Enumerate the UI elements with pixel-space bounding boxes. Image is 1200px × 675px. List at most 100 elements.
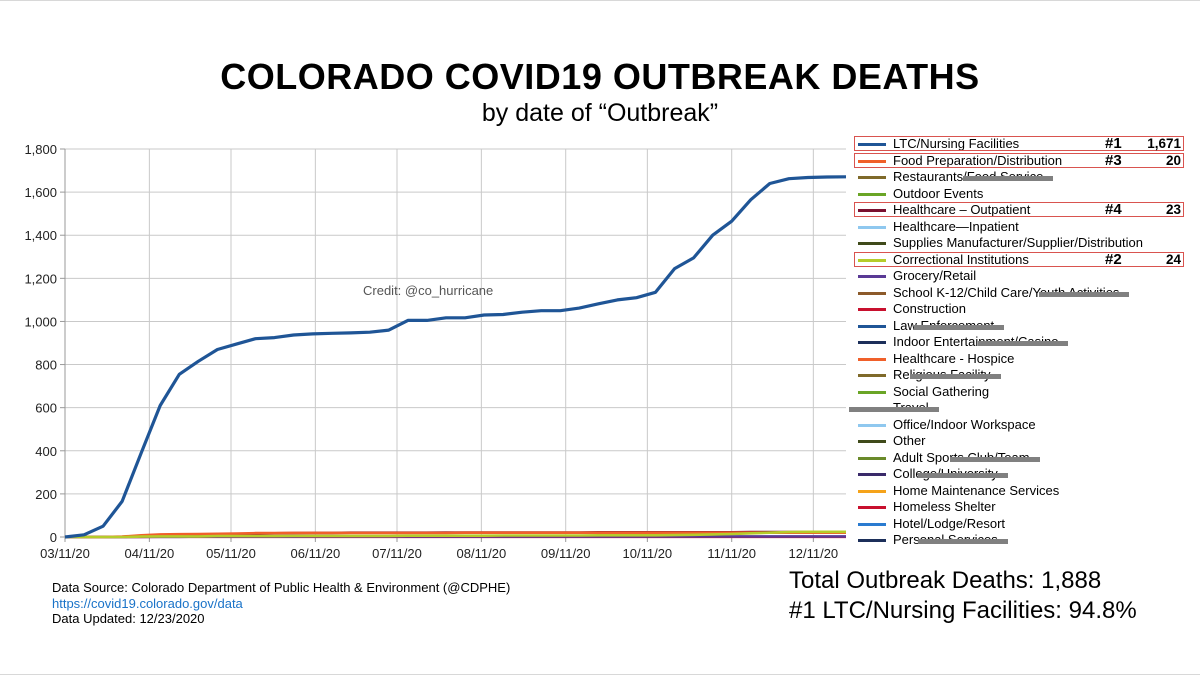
data-source-block: Data Source: Colorado Department of Publ…	[52, 580, 510, 627]
legend-item: Home Maintenance Services	[855, 483, 1185, 500]
legend-item: College/University	[855, 466, 1185, 483]
legend-highlight-box	[854, 136, 1184, 151]
total-deaths: Total Outbreak Deaths: 1,888	[789, 567, 1102, 594]
legend-label: Home Maintenance Services	[893, 482, 1060, 498]
legend-rank: #2	[1105, 250, 1122, 268]
y-tick-label: 1,200	[24, 271, 57, 286]
legend-count: 23	[1165, 202, 1181, 217]
legend-item: Construction	[855, 301, 1185, 318]
chart-series	[64, 175, 847, 539]
y-tick-label: 1,600	[24, 185, 57, 200]
x-tick-label: 12/11/20	[789, 546, 839, 561]
y-tick-label: 1,000	[24, 314, 57, 329]
x-tick-label: 10/11/20	[623, 546, 673, 561]
data-source-link[interactable]: https://covid19.colorado.gov/data	[52, 595, 243, 611]
legend-item: Healthcare – Outpatient #4 23	[854, 201, 1185, 219]
legend-swatch	[858, 539, 886, 542]
legend-swatch	[858, 473, 886, 476]
legend-item: Law Enforcement	[855, 318, 1185, 335]
legend-item: Supplies Manufacturer/Supplier/Distribut…	[855, 235, 1185, 252]
legend-count: 24	[1165, 251, 1181, 267]
legend-label: Food Preparation/Distribution	[893, 152, 1063, 168]
legend-label: Other	[893, 433, 926, 448]
legend-item: Office/Indoor Workspace	[855, 417, 1185, 434]
legend-rank: #3	[1105, 151, 1122, 169]
legend-item: Homeless Shelter	[855, 499, 1185, 516]
legend-item: Indoor Entertainment/Casino	[855, 334, 1185, 351]
legend-item: Food Preparation/Distribution #3 20	[854, 151, 1185, 170]
legend-label: Social Gathering	[893, 383, 990, 399]
legend-label: Supplies Manufacturer/Supplier/Distribut…	[893, 235, 1144, 250]
legend-strikethrough	[918, 539, 1008, 544]
legend-label: Construction	[893, 301, 966, 316]
legend-swatch	[858, 209, 886, 212]
x-tick-label: 03/11/20	[40, 546, 90, 561]
series-line	[65, 531, 846, 539]
legend-item: Other	[855, 433, 1185, 450]
legend-item: Outdoor Events	[855, 186, 1185, 203]
legend-strikethrough	[918, 473, 1008, 478]
series-line	[65, 530, 846, 539]
legend-swatch	[858, 440, 886, 443]
legend-highlight-box	[854, 152, 1184, 168]
legend-item: Social Gathering	[855, 384, 1185, 401]
legend-label: Grocery/Retail	[893, 268, 977, 283]
legend-item: Correctional Institutions #2 24	[854, 250, 1185, 269]
legend-swatch	[858, 242, 886, 245]
x-tick-label: 05/11/20	[206, 546, 256, 561]
y-tick-label: 600	[35, 401, 57, 416]
legend-item: Adult Sports Club/Team	[855, 450, 1185, 467]
legend-label: Outdoor Events	[893, 185, 984, 201]
legend-swatch	[858, 159, 886, 163]
y-tick-label: 200	[35, 487, 57, 502]
legend-item: School K-12/Child Care/Youth Activities	[855, 285, 1185, 302]
legend-item: Travel	[849, 400, 1185, 417]
legend-swatch	[858, 143, 886, 146]
legend-strikethrough	[914, 324, 1004, 330]
legend-swatch	[858, 291, 886, 295]
x-tick-label: 04/11/20	[125, 546, 175, 561]
legend-item: Healthcare—Inpatient	[855, 219, 1185, 236]
legend-label: Hotel/Lodge/Resort	[893, 515, 1006, 531]
x-tick-label: 11/11/20	[707, 546, 756, 561]
legend-rank: #4	[1105, 201, 1122, 218]
legend-item: Restaurants/Food Service	[855, 169, 1185, 186]
x-tick-label: 06/11/20	[291, 546, 341, 561]
legend-label: Healthcare—Inpatient	[893, 218, 1019, 234]
legend-label: Healthcare - Hospice	[893, 350, 1015, 366]
legend-swatch	[858, 225, 886, 229]
page-title: COLORADO COVID19 OUTBREAK DEATHS	[220, 56, 980, 97]
legend-swatch	[858, 423, 886, 427]
legend-strikethrough	[911, 374, 1001, 379]
series-line	[64, 175, 847, 539]
legend-swatch	[858, 324, 886, 328]
legend-item: Grocery/Retail	[855, 268, 1185, 285]
legend-item: Personal Services	[855, 532, 1185, 549]
legend-strikethrough	[963, 176, 1053, 181]
legend-highlight-box	[854, 202, 1184, 217]
legend-item: Healthcare - Hospice	[855, 351, 1185, 368]
legend-item: Hotel/Lodge/Resort	[855, 516, 1185, 533]
y-tick-label: 1,800	[24, 142, 57, 157]
legend-swatch	[858, 489, 886, 493]
legend-swatch	[858, 456, 886, 460]
legend-item: LTC/Nursing Facilities #1 1,671	[854, 136, 1185, 153]
y-tick-label: 400	[35, 444, 57, 459]
data-source-line: Data Source: Colorado Department of Publ…	[52, 580, 511, 595]
legend-swatch	[858, 357, 886, 361]
y-tick-label: 0	[50, 530, 57, 545]
legend-swatch	[858, 341, 886, 344]
legend-highlight-box	[854, 251, 1184, 267]
y-tick-label: 1,400	[24, 228, 57, 243]
totals-block: Total Outbreak Deaths: 1,888 #1 LTC/Nurs…	[789, 566, 1137, 626]
x-axis-labels: 03/11/20 04/11/20 05/11/20 06/11/20 07/11/20…	[40, 546, 838, 561]
legend-swatch	[858, 506, 886, 509]
legend-label: Office/Indoor Workspace	[893, 416, 1036, 432]
chart-legend: LTC/Nursing Facilities #1 1,671 Food Prepar…	[849, 136, 1185, 549]
legend-swatch	[858, 192, 886, 196]
x-tick-label: 08/11/20	[457, 546, 507, 561]
legend-swatch	[858, 522, 886, 526]
legend-swatch	[858, 176, 886, 179]
legend-swatch	[858, 258, 886, 262]
legend-swatch	[858, 308, 886, 311]
